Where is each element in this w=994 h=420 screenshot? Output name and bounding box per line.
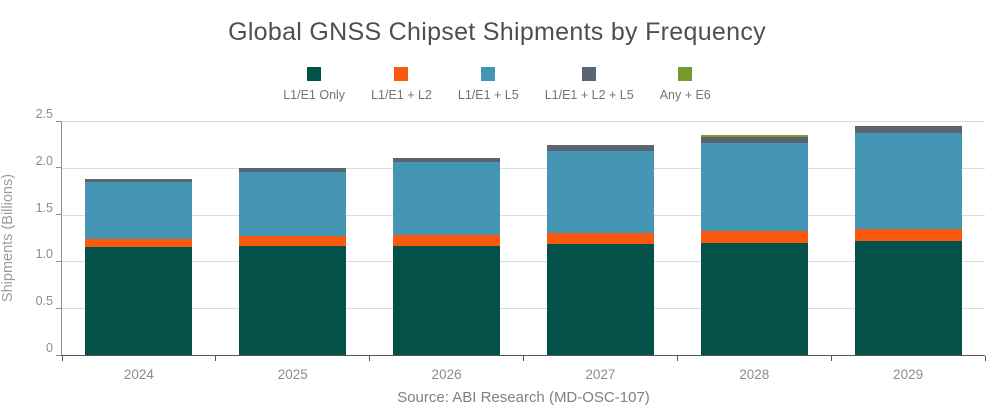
legend-swatch-icon (678, 67, 693, 81)
legend-item[interactable]: L1/E1 + L2 + L5 (545, 67, 634, 102)
bar-segment-2025-l1-e1-only[interactable] (239, 246, 347, 355)
bar-2027 (546, 145, 654, 355)
bar-2024 (85, 179, 193, 355)
bar-segment-2029-l1-e1-l2-l5[interactable] (854, 125, 962, 134)
bar-segment-2024-l1-e1-l5[interactable] (85, 181, 193, 239)
chart-title: Global GNSS Chipset Shipments by Frequen… (228, 18, 766, 46)
gridline (62, 167, 985, 169)
bar-segment-2024-l1-e1-l2-l5[interactable] (85, 179, 193, 182)
x-axis-tick (61, 356, 63, 361)
bar-segment-2028-any-e6[interactable] (700, 135, 808, 137)
bar-segment-2029-l1-e1-only[interactable] (854, 240, 962, 355)
bar-segment-2028-l1-e1-only[interactable] (700, 242, 808, 355)
legend-item[interactable]: L1/E1 + L2 (371, 67, 432, 102)
x-axis-tick (523, 356, 524, 361)
bar-segment-2024-l1-e1-l2[interactable] (85, 238, 193, 248)
x-axis-tick (369, 356, 371, 361)
bar-segment-2026-l1-e1-l5[interactable] (393, 162, 501, 236)
bar-segment-2025-l1-e1-l2-l5[interactable] (239, 167, 347, 172)
bar-segment-2026-l1-e1-l2-l5[interactable] (393, 157, 501, 163)
y-tick-label: 2.5 (35, 107, 53, 121)
bar-segment-2028-l1-e1-l5[interactable] (700, 142, 808, 232)
legend-label: L1/E1 Only (283, 88, 346, 102)
y-axis-tick (56, 354, 61, 356)
x-tick-label: 2024 (123, 367, 154, 382)
legend-item[interactable]: Any + E6 (660, 67, 711, 102)
y-tick-label: 0 (46, 341, 53, 355)
x-axis-tick (830, 356, 832, 361)
y-axis-tick (56, 167, 61, 169)
bar-segment-2025-l1-e1-l2[interactable] (239, 236, 347, 247)
x-tick-label: 2027 (585, 367, 616, 382)
bar-segment-2027-l1-e1-l5[interactable] (546, 150, 654, 234)
x-axis-tick (215, 356, 217, 361)
bar-2025 (239, 167, 347, 355)
y-axis-tick (56, 214, 61, 216)
bar-segment-2028-l1-e1-l2[interactable] (700, 231, 808, 243)
bar-segment-2024-l1-e1-only[interactable] (85, 247, 193, 355)
bar-segment-2025-l1-e1-l5[interactable] (239, 171, 347, 237)
y-tick-label: 0.5 (35, 294, 53, 309)
y-axis-title: Shipments (Billions) (0, 173, 16, 303)
x-axis-tick (984, 356, 986, 361)
legend-swatch-icon (307, 67, 322, 81)
y-tick-label: 1.5 (35, 200, 53, 215)
source-note: Source: ABI Research (MD-OSC-107) (397, 389, 650, 406)
x-axis-tick (676, 356, 678, 361)
gridline (62, 308, 985, 310)
legend-swatch-icon (481, 67, 496, 81)
legend-label: Any + E6 (659, 88, 711, 102)
bar-segment-2027-l1-e1-l2[interactable] (546, 233, 654, 244)
bar-segment-2026-l1-e1-only[interactable] (393, 245, 501, 355)
x-tick-label: 2026 (431, 367, 462, 382)
plot-area: 0 0.5 1.0 1.5 2.0 2.5 2024 2025 2026 2027 2028 2029 (36, 107, 986, 382)
gridline (62, 214, 985, 216)
bar-2028 (700, 135, 808, 355)
legend-label: L1/E1 + L5 (457, 88, 519, 102)
legend-label: L1/E1 + L2 + L5 (544, 88, 634, 102)
x-tick-label: 2028 (739, 367, 770, 382)
legend-swatch-icon (394, 67, 409, 81)
x-axis-line (61, 355, 985, 356)
gridline (62, 261, 985, 263)
y-axis-tick (56, 307, 61, 309)
legend: L1/E1 Only L1/E1 + L2 L1/E1 + L5 L1/E1 + L2… (0, 67, 994, 102)
y-axis-tick (56, 120, 61, 122)
bar-segment-2029-l1-e1-l5[interactable] (854, 133, 962, 229)
y-tick-label: 1.0 (35, 247, 53, 262)
y-axis-line (61, 121, 62, 355)
legend-swatch-icon (582, 67, 597, 81)
legend-label: L1/E1 + L2 (371, 88, 432, 102)
x-tick-label: 2029 (893, 367, 924, 382)
bar-2029 (854, 125, 962, 355)
bar-segment-2027-l1-e1-l2-l5[interactable] (546, 145, 654, 151)
legend-item[interactable]: L1/E1 + L5 (458, 67, 519, 102)
legend-item[interactable]: L1/E1 Only (283, 67, 345, 102)
bar-segment-2027-l1-e1-only[interactable] (546, 243, 654, 355)
y-tick-label: 2.0 (35, 153, 53, 168)
bar-segment-2029-l1-e1-l2[interactable] (854, 228, 962, 241)
bar-2026 (393, 157, 501, 355)
gridline (62, 121, 985, 122)
y-axis-tick (56, 260, 61, 262)
x-tick-label: 2025 (277, 367, 308, 382)
bar-segment-2028-l1-e1-l2-l5[interactable] (700, 136, 808, 143)
bar-segment-2026-l1-e1-l2[interactable] (393, 235, 501, 246)
